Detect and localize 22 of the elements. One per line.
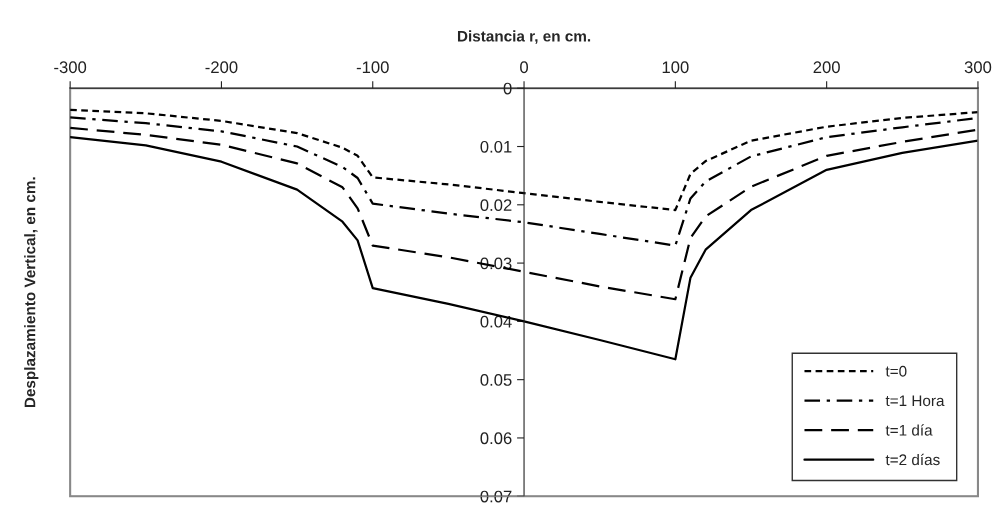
- y-tick-label: 0.05: [480, 374, 512, 386]
- x-tick-label: 300: [964, 61, 992, 74]
- line-series: [70, 126, 978, 301]
- x-axis-title: Distancia r, en cm.: [457, 30, 591, 44]
- x-tick-label: 200: [813, 61, 840, 74]
- legend-label: t=1 Hora: [885, 395, 945, 407]
- y-tick-label: 0.02: [480, 199, 512, 211]
- x-tick-label: -300: [54, 61, 87, 74]
- line-series: [70, 108, 978, 212]
- legend-label: t=0: [885, 365, 907, 377]
- y-tick-label: 0.06: [480, 432, 512, 445]
- x-tick-label: 0: [520, 61, 529, 74]
- y-tick-label: 0.07: [480, 490, 512, 503]
- legend-label: t=2 días: [885, 453, 940, 466]
- y-tick-label: 0.04: [480, 315, 512, 328]
- y-axis-title: Desplazamiento Vertical, en cm.: [24, 177, 39, 408]
- legend-label: t=1 día: [885, 424, 933, 436]
- y-tick-label: 0.01: [480, 140, 512, 153]
- x-tick-label: -200: [205, 61, 238, 74]
- x-tick-label: -100: [356, 61, 389, 74]
- x-tick-label: 100: [662, 61, 689, 74]
- line-series: [70, 136, 978, 361]
